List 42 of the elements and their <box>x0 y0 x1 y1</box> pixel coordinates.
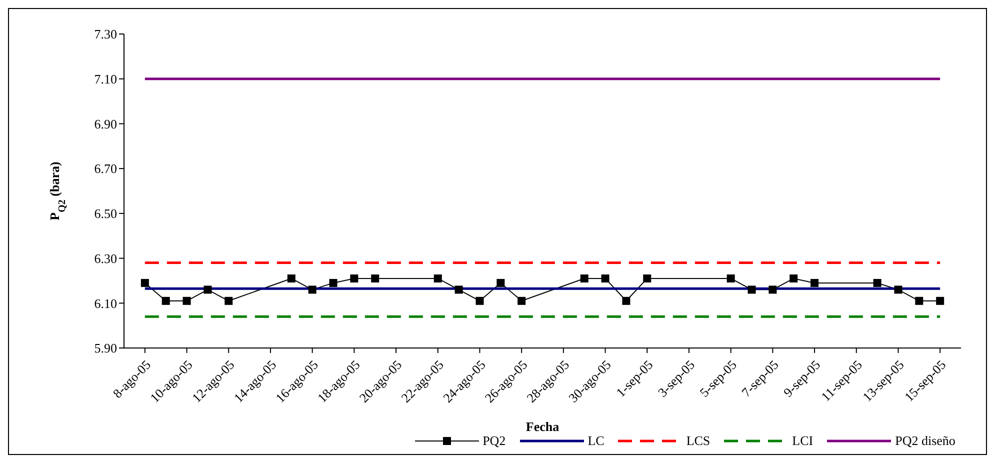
point <box>476 296 484 305</box>
point <box>496 278 505 287</box>
point <box>601 274 610 282</box>
y-tick-label: 7.10 <box>94 71 117 86</box>
point <box>371 274 380 282</box>
point <box>350 274 358 282</box>
y-tick-label: 6.70 <box>94 161 117 176</box>
point <box>308 286 316 294</box>
point <box>748 286 756 294</box>
y-tick-label: 7.30 <box>94 26 117 42</box>
point <box>790 274 798 282</box>
point <box>894 286 902 294</box>
point <box>873 278 882 287</box>
point <box>936 296 944 305</box>
point <box>162 296 170 305</box>
point <box>915 296 924 305</box>
point <box>768 286 777 294</box>
point <box>204 286 212 294</box>
point <box>454 286 463 294</box>
point <box>140 278 149 287</box>
legend-label: PQ2 <box>482 433 506 449</box>
y-tick-label: 5.90 <box>94 340 117 356</box>
point <box>622 296 630 305</box>
point <box>580 274 588 282</box>
point <box>329 278 338 287</box>
legend-label: PQ2 diseño <box>895 433 956 449</box>
y-tick-label: 6.10 <box>94 296 117 311</box>
legend-label: LCI <box>792 433 814 449</box>
point <box>810 278 819 287</box>
y-tick-label: 6.30 <box>94 250 117 266</box>
point <box>434 274 442 282</box>
y-tick-label: 6.90 <box>94 116 117 132</box>
legend-label: LCS <box>686 433 710 449</box>
legend-label: LC <box>588 433 604 449</box>
y-tick-label: 6.50 <box>94 206 117 222</box>
point <box>287 274 296 282</box>
point <box>643 274 652 282</box>
x-axis-title: Fecha <box>526 419 560 434</box>
point <box>224 296 233 305</box>
point <box>726 274 735 282</box>
point <box>182 296 191 305</box>
point <box>518 296 526 305</box>
